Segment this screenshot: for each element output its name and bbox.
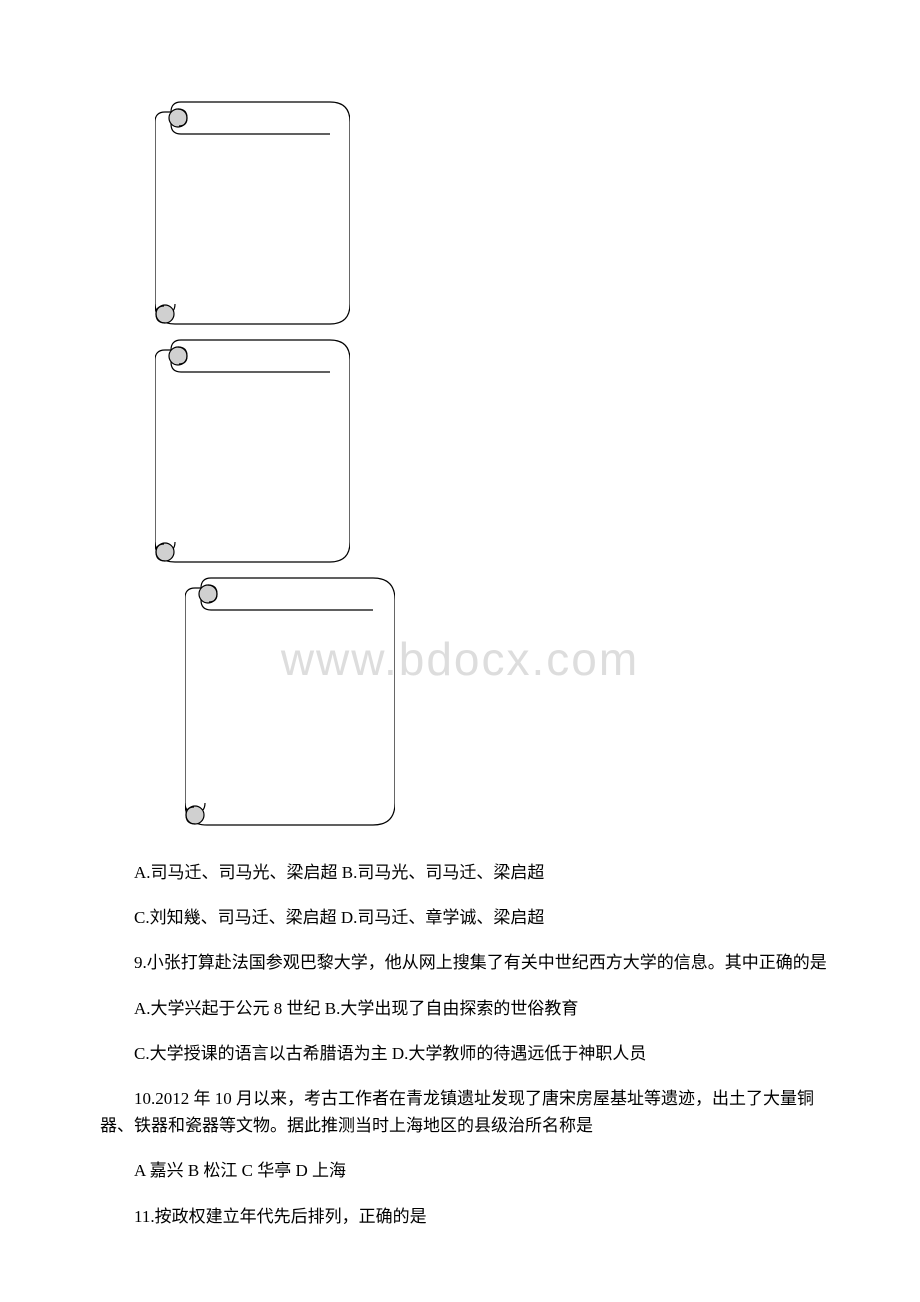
q10-options: A 嘉兴 B 松江 C 华亭 D 上海 (100, 1157, 840, 1184)
q8-options-ab: A.司马迁、司马光、梁启超 B.司马光、司马迁、梁启超 (100, 859, 840, 886)
q11-stem: 11.按政权建立年代先后排列，正确的是 (100, 1203, 840, 1230)
q10-stem: 10.2012 年 10 月以来，考古工作者在青龙镇遗址发现了唐宋房屋基址等遗迹… (100, 1085, 840, 1139)
scroll-shape-3 (185, 576, 920, 831)
q9-options-cd: C.大学授课的语言以古希腊语为主 D.大学教师的待遇远低于神职人员 (100, 1040, 840, 1067)
q8-options-cd: C.刘知幾、司马迁、梁启超 D.司马迁、章学诚、梁启超 (100, 904, 840, 931)
scrolls-region (0, 0, 920, 831)
document-body: A.司马迁、司马光、梁启超 B.司马光、司马迁、梁启超 C.刘知幾、司马迁、梁启… (0, 839, 920, 1288)
scroll-shape-1 (155, 100, 920, 330)
scroll-shape-2 (155, 338, 920, 568)
q9-options-ab: A.大学兴起于公元 8 世纪 B.大学出现了自由探索的世俗教育 (100, 995, 840, 1022)
q9-stem: 9.小张打算赴法国参观巴黎大学，他从网上搜集了有关中世纪西方大学的信息。其中正确… (100, 949, 840, 976)
